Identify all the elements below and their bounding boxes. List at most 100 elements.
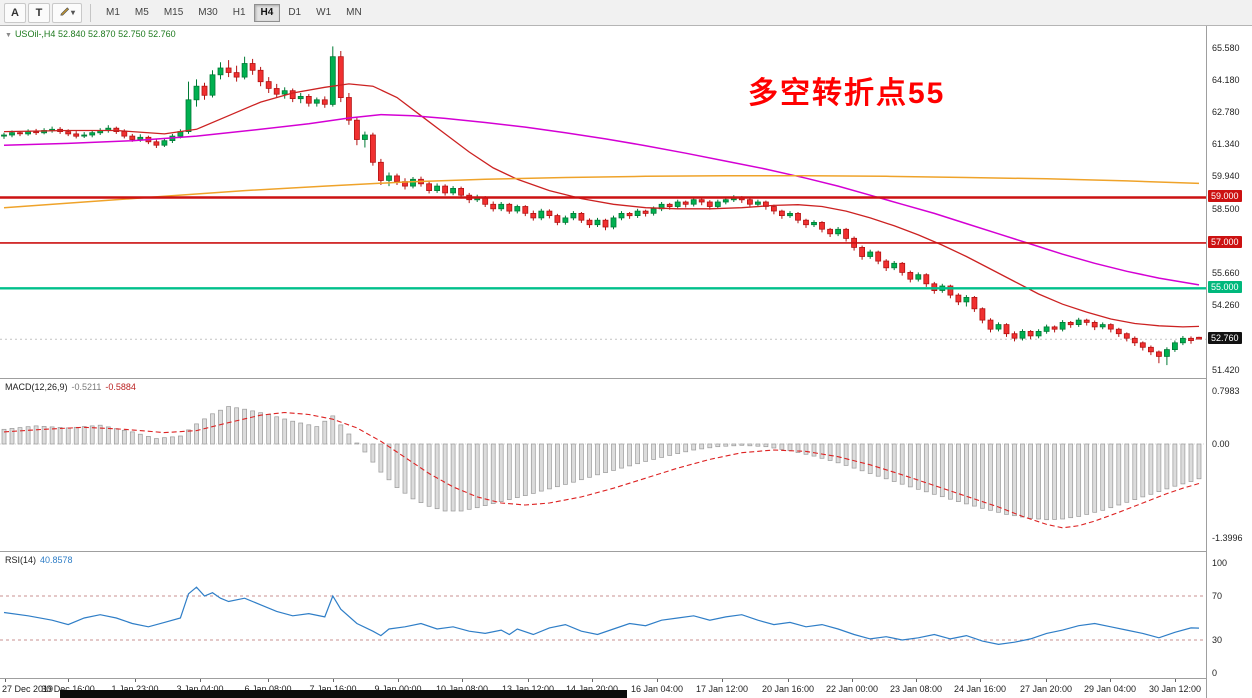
macd-axis-label: 0.00 bbox=[1212, 439, 1230, 449]
time-label: 24 Jan 16:00 bbox=[953, 684, 1007, 694]
timeframe-button-h4[interactable]: H4 bbox=[253, 3, 281, 22]
timeframe-button-h1[interactable]: H1 bbox=[226, 4, 253, 22]
time-label: 3 Jan 04:00 bbox=[176, 684, 224, 694]
time-label: 10 Jan 08:00 bbox=[435, 684, 489, 694]
macd-signal-line bbox=[3, 411, 1200, 529]
time-label: 16 Jan 04:00 bbox=[630, 684, 684, 694]
toolbar: A T ▾ M1 M5 M15 M30 H1 H4 D1 W1 MN bbox=[0, 0, 1252, 26]
ma-slow-orange bbox=[3, 174, 1200, 209]
price-axis-label: 64.180 bbox=[1212, 75, 1240, 85]
time-tick bbox=[333, 679, 334, 682]
time-tick bbox=[135, 679, 136, 682]
time-tick bbox=[722, 679, 723, 682]
timeframe-button-d1[interactable]: D1 bbox=[281, 4, 308, 22]
quote-close: 52.760 bbox=[148, 29, 176, 39]
chart-dropdown-icon[interactable]: ▼ bbox=[5, 32, 12, 39]
text-tool-button[interactable]: T bbox=[28, 2, 50, 23]
font-tool-button[interactable]: A bbox=[4, 2, 26, 23]
time-label: 30 Jan 12:00 bbox=[1148, 684, 1202, 694]
time-tick bbox=[1175, 679, 1176, 682]
time-label: 14 Jan 20:00 bbox=[565, 684, 619, 694]
time-tick bbox=[200, 679, 201, 682]
time-label: 23 Jan 08:00 bbox=[889, 684, 943, 694]
time-label: 9 Jan 00:00 bbox=[374, 684, 422, 694]
time-label: 22 Jan 00:00 bbox=[825, 684, 879, 694]
time-label: 30 Dec 16:00 bbox=[41, 684, 95, 694]
timeframe-button-m15[interactable]: M15 bbox=[157, 4, 190, 22]
price-axis-label: 55.660 bbox=[1212, 268, 1240, 278]
quote-high: 52.870 bbox=[88, 29, 116, 39]
dropdown-arrow-icon: ▾ bbox=[71, 8, 76, 17]
quote-line: ▼ USOil-,H4 52.840 52.870 52.750 52.760 bbox=[5, 29, 176, 39]
price-axis-label: 62.780 bbox=[1212, 107, 1240, 117]
toolbar-separator bbox=[90, 3, 92, 22]
rsi-value: 40.8578 bbox=[40, 555, 73, 565]
time-label: 1 Jan 23:00 bbox=[111, 684, 159, 694]
macd-label: MACD(12,26,9) -0.5211 -0.5884 bbox=[5, 382, 136, 392]
symbol-timeframe-label: USOil-,H4 bbox=[14, 29, 56, 39]
timeframe-button-w1[interactable]: W1 bbox=[309, 4, 338, 22]
macd-axis-label: 0.7983 bbox=[1212, 386, 1240, 396]
time-tick bbox=[788, 679, 789, 682]
rsi-panel[interactable]: RSI(14) 40.8578 bbox=[0, 552, 1206, 679]
time-tick bbox=[980, 679, 981, 682]
price-axis[interactable]: 65.580 64.180 62.780 61.340 59.940 58.500 55.6… bbox=[1206, 26, 1252, 698]
time-tick bbox=[68, 679, 69, 682]
time-tick bbox=[398, 679, 399, 682]
candles-layer bbox=[1, 46, 1202, 366]
time-tick bbox=[528, 679, 529, 682]
time-label: 29 Jan 04:00 bbox=[1083, 684, 1137, 694]
chart-area[interactable]: ▼ USOil-,H4 52.840 52.870 52.750 52.760 多… bbox=[0, 26, 1252, 698]
rsi-line bbox=[3, 586, 1200, 646]
macd-main-value: -0.5211 bbox=[71, 382, 102, 392]
rsi-axis-label: 0 bbox=[1212, 668, 1218, 678]
pencil-icon bbox=[59, 6, 70, 20]
timeframe-button-m5[interactable]: M5 bbox=[128, 4, 156, 22]
time-label: 27 Jan 20:00 bbox=[1019, 684, 1073, 694]
price-axis-label: 65.580 bbox=[1212, 43, 1240, 53]
time-tick bbox=[1110, 679, 1111, 682]
ma-fast-red bbox=[3, 83, 1200, 328]
time-tick bbox=[592, 679, 593, 682]
price-badge-55.000: 55.000 bbox=[1208, 281, 1242, 293]
time-label: 20 Jan 16:00 bbox=[761, 684, 815, 694]
time-tick bbox=[916, 679, 917, 682]
timeframe-button-m30[interactable]: M30 bbox=[191, 4, 224, 22]
rsi-chart[interactable] bbox=[0, 552, 1206, 678]
price-badge-59.000: 59.000 bbox=[1208, 190, 1242, 202]
macd-chart[interactable] bbox=[0, 379, 1206, 551]
price-axis-label: 61.340 bbox=[1212, 139, 1240, 149]
price-axis-label: 51.420 bbox=[1212, 365, 1240, 375]
draw-tool-button[interactable]: ▾ bbox=[52, 2, 83, 23]
rsi-axis-label: 70 bbox=[1212, 591, 1223, 601]
macd-histogram bbox=[1, 406, 1202, 521]
time-label: 7 Jan 16:00 bbox=[309, 684, 357, 694]
price-axis-label: 58.500 bbox=[1212, 204, 1240, 214]
timeframe-button-m1[interactable]: M1 bbox=[99, 4, 127, 22]
macd-axis-label: -1.3996 bbox=[1212, 533, 1243, 543]
rsi-label: RSI(14) 40.8578 bbox=[5, 555, 73, 565]
timeframe-group: M1 M5 M15 M30 H1 H4 D1 W1 MN bbox=[99, 3, 369, 22]
time-label: 27 Dec 2019 bbox=[2, 684, 54, 694]
time-label: 17 Jan 12:00 bbox=[695, 684, 749, 694]
candlestick-chart[interactable] bbox=[0, 26, 1206, 378]
taskbar-strip bbox=[60, 690, 627, 698]
rsi-axis-label: 100 bbox=[1212, 558, 1228, 568]
rsi-axis-label: 30 bbox=[1212, 635, 1223, 645]
time-tick bbox=[657, 679, 658, 682]
price-axis-label: 54.260 bbox=[1212, 300, 1240, 310]
time-label: 13 Jan 12:00 bbox=[501, 684, 555, 694]
ma-mid-magenta bbox=[3, 113, 1200, 286]
time-tick bbox=[5, 679, 6, 682]
quote-low: 52.750 bbox=[118, 29, 146, 39]
macd-signal-value: -0.5884 bbox=[105, 382, 136, 392]
time-tick bbox=[462, 679, 463, 682]
time-tick bbox=[1046, 679, 1047, 682]
timeframe-button-mn[interactable]: MN bbox=[339, 4, 369, 22]
time-tick bbox=[268, 679, 269, 682]
price-badge-52.760: 52.760 bbox=[1208, 332, 1242, 344]
time-label: 6 Jan 08:00 bbox=[244, 684, 292, 694]
price-panel[interactable]: ▼ USOil-,H4 52.840 52.870 52.750 52.760 多… bbox=[0, 26, 1206, 379]
macd-panel[interactable]: MACD(12,26,9) -0.5211 -0.5884 bbox=[0, 379, 1206, 552]
price-badge-57.000: 57.000 bbox=[1208, 236, 1242, 248]
